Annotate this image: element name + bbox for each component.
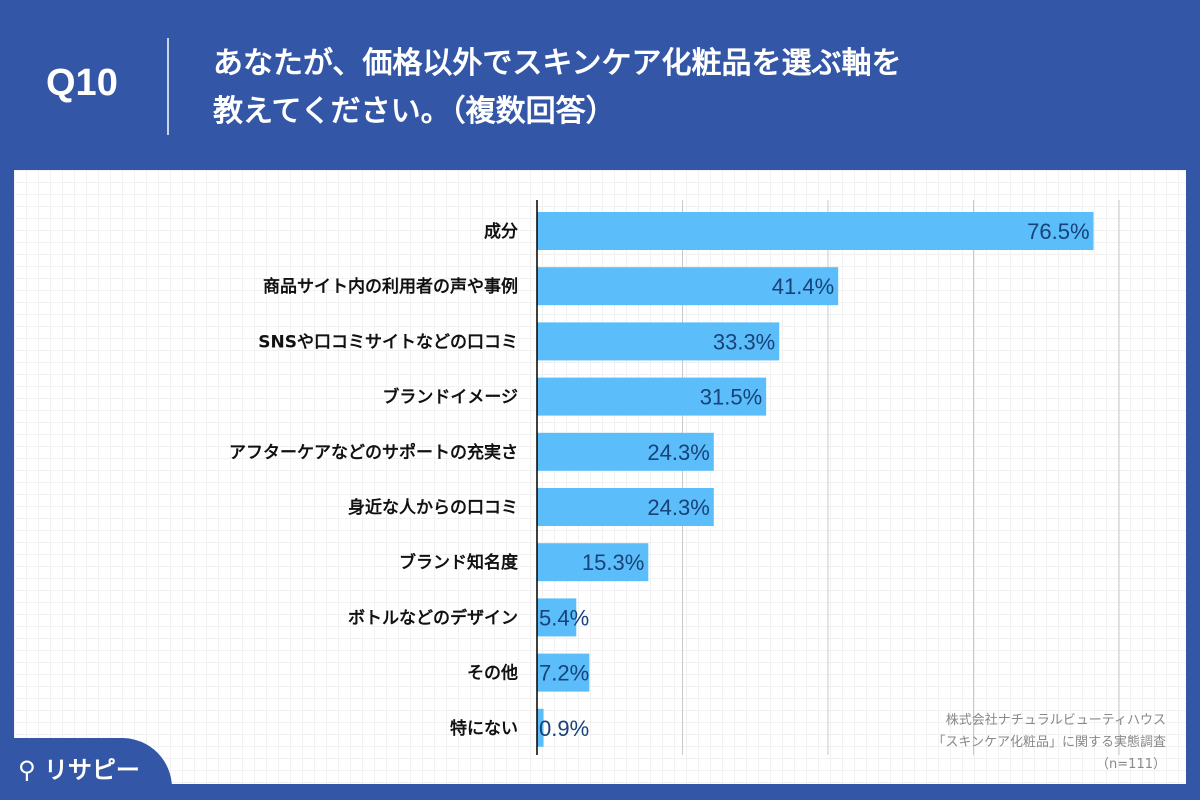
value-label: 76.5% xyxy=(1027,219,1089,244)
category-label: 特にない xyxy=(450,718,518,739)
value-label: 5.4% xyxy=(539,605,589,630)
category-label: 成分 xyxy=(484,221,518,242)
value-label: 24.3% xyxy=(647,440,709,465)
bar xyxy=(537,488,714,526)
category-label: 商品サイト内の利用者の声や事例 xyxy=(263,276,518,297)
bar xyxy=(537,543,649,582)
category-label: ブランド知名度 xyxy=(399,552,519,573)
category-label: アフターケアなどのサポートの充実さ xyxy=(229,442,518,463)
value-label: 33.3% xyxy=(713,329,775,354)
category-label: SNSや口コミサイトなどの口コミ xyxy=(258,332,518,352)
logo-text: リサピー xyxy=(43,756,140,784)
value-label: 15.3% xyxy=(582,550,644,575)
source-credit: 株式会社ナチュラルビューティハウス 「スキンケア化粧品」に関する実態調査 （n=… xyxy=(932,710,1166,776)
question-number: Q10 xyxy=(46,62,118,104)
value-label: 41.4% xyxy=(772,274,834,299)
title-line-2: 教えてください。（複数回答） xyxy=(213,94,616,129)
logo: ⚲ リサピー xyxy=(0,738,172,800)
bar xyxy=(537,653,590,692)
credit-sample: （n=111） xyxy=(1096,757,1166,772)
question-title: あなたが、価格以外でスキンケア化粧品を選ぶ軸を 教えてください。（複数回答） xyxy=(213,40,902,136)
value-label: 31.5% xyxy=(700,385,762,410)
value-label: 7.2% xyxy=(539,661,589,686)
header-divider xyxy=(167,38,169,135)
title-line-1: あなたが、価格以外でスキンケア化粧品を選ぶ軸を xyxy=(213,46,902,81)
category-label: ボトルなどのデザイン xyxy=(348,607,518,628)
bar xyxy=(537,322,780,361)
bar xyxy=(537,708,544,747)
bar xyxy=(537,377,767,416)
value-label: 24.3% xyxy=(647,495,709,520)
credit-company: 株式会社ナチュラルビューティハウス xyxy=(945,713,1166,728)
category-label: その他 xyxy=(467,663,518,684)
category-label: ブランドイメージ xyxy=(382,387,518,408)
category-label: 身近な人からの口コミ xyxy=(348,497,518,518)
credit-survey: 「スキンケア化粧品」に関する実態調査 xyxy=(932,735,1166,750)
pin-icon: ⚲ xyxy=(18,756,36,784)
bar xyxy=(537,598,577,637)
value-label: 0.9% xyxy=(539,716,589,741)
bar xyxy=(537,432,714,471)
bar xyxy=(537,212,1094,250)
bar xyxy=(537,267,839,306)
